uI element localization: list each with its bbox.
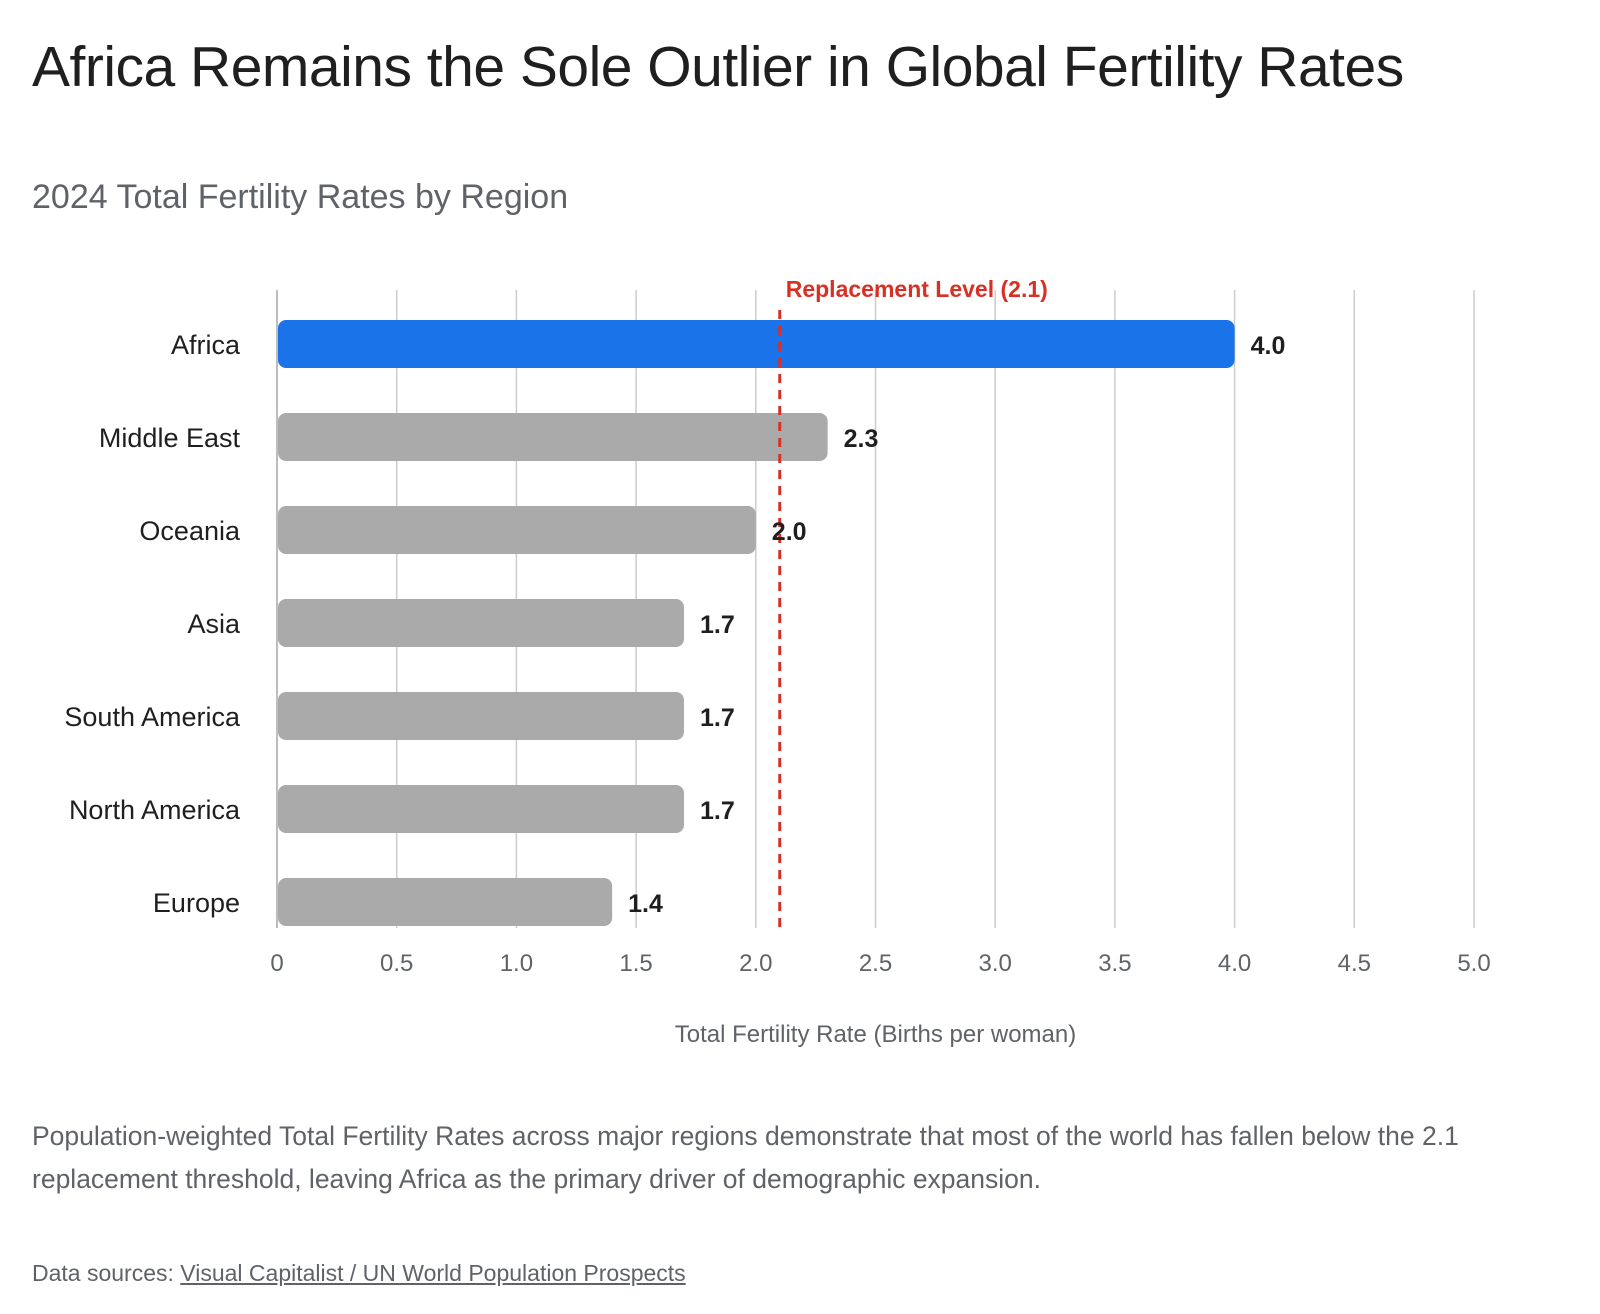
x-tick-label: 4.0 (1218, 950, 1251, 977)
category-label: Europe (153, 888, 240, 918)
x-tick-label: 0 (270, 950, 283, 977)
category-label: Oceania (139, 516, 241, 546)
x-tick-label: 4.5 (1338, 950, 1371, 977)
data-label: 1.7 (700, 797, 735, 825)
chart-title: Africa Remains the Sole Outlier in Globa… (32, 35, 1404, 99)
data-sources: Data sources: Visual Capitalist / UN Wor… (32, 1260, 686, 1287)
x-axis-title: Total Fertility Rate (Births per woman) (675, 1021, 1076, 1048)
bar (278, 320, 1235, 368)
bar (278, 692, 684, 740)
x-tick-label: 2.5 (859, 950, 892, 977)
x-tick-label: 0.5 (380, 950, 413, 977)
category-label: Africa (171, 330, 241, 360)
sources-link[interactable]: Visual Capitalist / UN World Population … (180, 1260, 686, 1286)
data-label: 1.4 (628, 890, 663, 918)
category-label: Asia (187, 609, 241, 639)
x-tick-label: 3.5 (1098, 950, 1131, 977)
sources-prefix: Data sources: (32, 1260, 181, 1286)
category-label: North America (69, 795, 241, 825)
labels: 0 0.5 1.0 1.5 2.0 2.5 3.0 3.5 4.0 4.5 5.0 Africa 4.0… (64, 276, 1490, 1048)
x-tick-label: 1.0 (500, 950, 533, 977)
chart-caption: Population-weighted Total Fertility Rate… (32, 1121, 1459, 1194)
fertility-bar-chart: 0 0.5 1.0 1.5 2.0 2.5 3.0 3.5 4.0 4.5 5.0 Africa 4.0… (64, 276, 1490, 1048)
data-label: 1.7 (700, 704, 735, 732)
bar (278, 599, 684, 647)
gridlines (276, 290, 1475, 928)
bar (278, 506, 756, 554)
data-label: 1.7 (700, 611, 735, 639)
x-tick-label: 2.0 (739, 950, 772, 977)
data-label: 2.0 (772, 518, 807, 546)
category-label: Middle East (99, 423, 241, 453)
x-tick-label: 3.0 (979, 950, 1012, 977)
data-label: 2.3 (844, 425, 879, 453)
bar (278, 413, 828, 461)
x-tick-label: 5.0 (1457, 950, 1490, 977)
bar (278, 785, 684, 833)
data-label: 4.0 (1251, 332, 1286, 360)
x-tick-label: 1.5 (619, 950, 652, 977)
category-label: South America (64, 702, 241, 732)
bars (278, 320, 1235, 926)
bar (278, 878, 613, 926)
reference-line-label: Replacement Level (2.1) (786, 276, 1048, 302)
chart-subtitle: 2024 Total Fertility Rates by Region (32, 178, 569, 216)
